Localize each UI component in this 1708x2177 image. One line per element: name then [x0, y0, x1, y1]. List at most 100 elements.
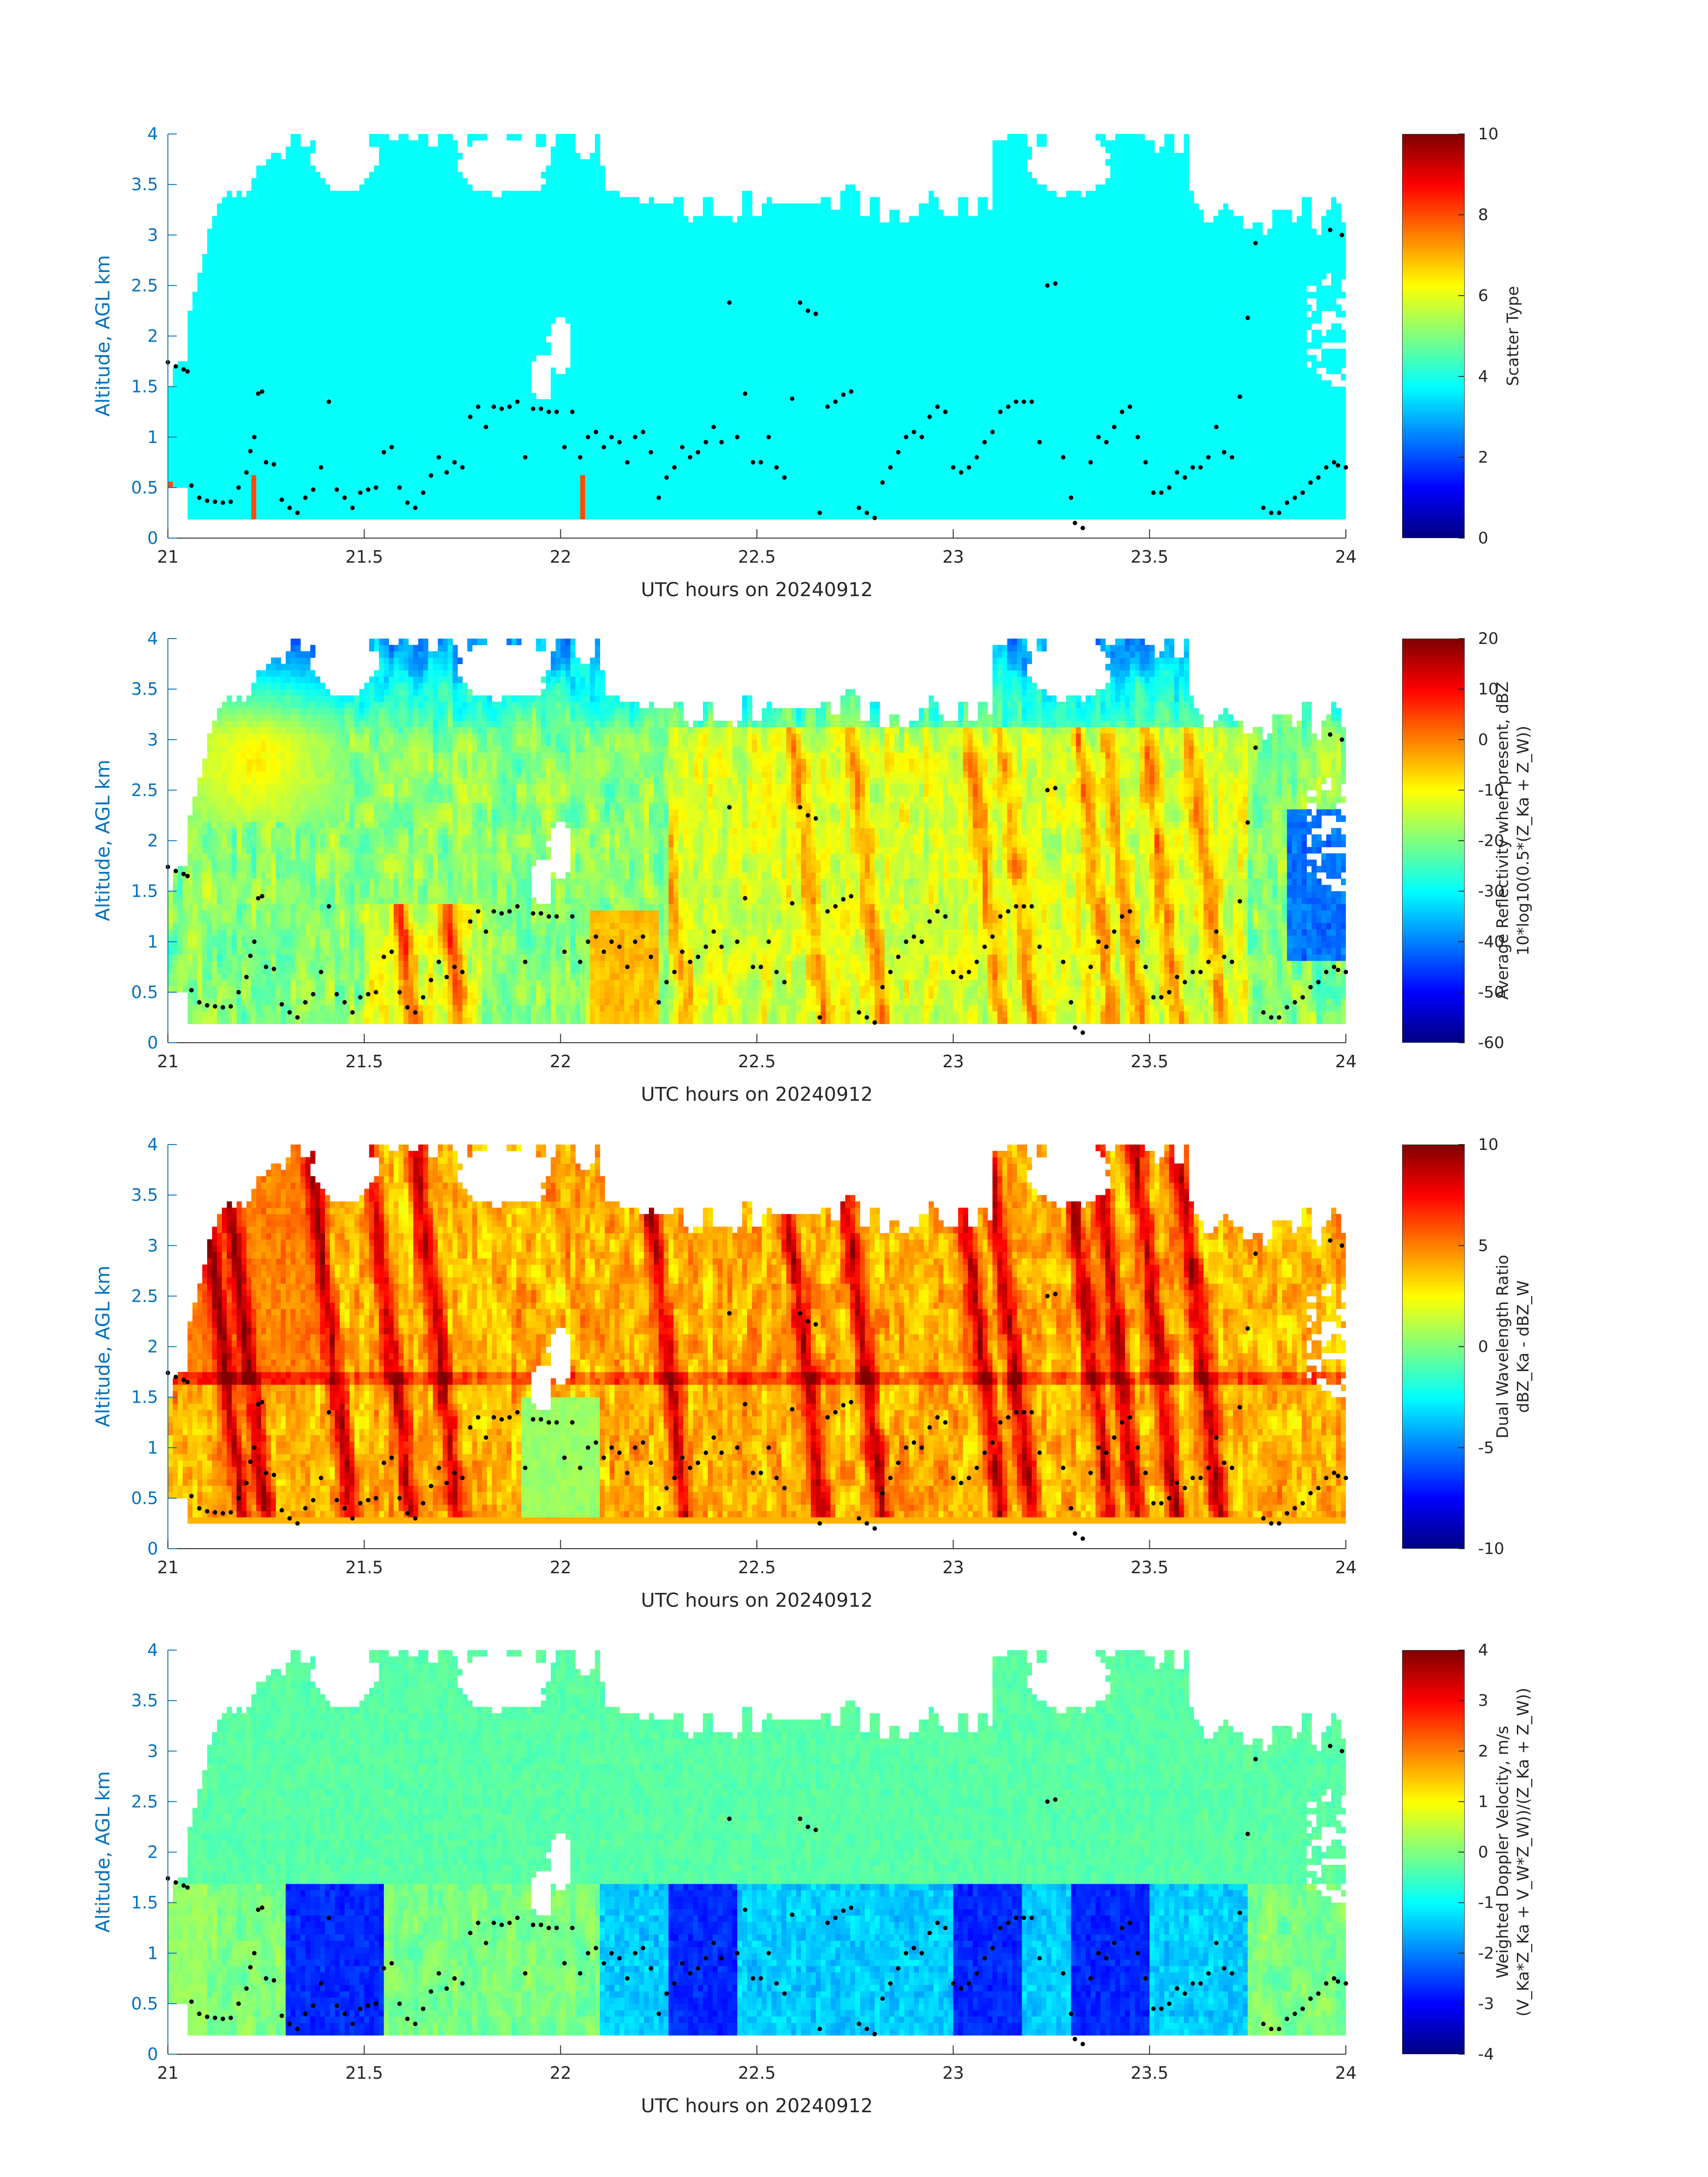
- heatmap-cell: [477, 450, 483, 456]
- heatmap-cell: [590, 216, 595, 223]
- heatmap-cell: [226, 500, 232, 507]
- heatmap-cell: [276, 437, 281, 444]
- heatmap-cell: [325, 298, 330, 305]
- heatmap-cell: [403, 323, 409, 330]
- heatmap-cell: [595, 513, 600, 520]
- heatmap-cell: [325, 285, 330, 292]
- heatmap-cell: [217, 330, 222, 337]
- heatmap-cell: [511, 462, 517, 469]
- heatmap-cell: [418, 500, 424, 507]
- heatmap-cell: [575, 241, 580, 248]
- heatmap-cell: [624, 456, 630, 463]
- heatmap-cell: [629, 481, 635, 488]
- heatmap-cell: [379, 368, 384, 374]
- heatmap-cell: [344, 342, 350, 349]
- heatmap-cell: [624, 368, 630, 374]
- heatmap-cell: [570, 430, 576, 438]
- heatmap-cell: [334, 418, 340, 425]
- heatmap-cell: [349, 216, 355, 223]
- heatmap-cell: [305, 292, 311, 299]
- heatmap-cell: [261, 361, 267, 368]
- heatmap-cell: [521, 450, 526, 456]
- heatmap-cell: [300, 374, 306, 381]
- heatmap-cell: [477, 462, 483, 469]
- heatmap-cell: [560, 273, 566, 280]
- heatmap-cell: [501, 266, 507, 273]
- heatmap-cell: [551, 386, 556, 393]
- heatmap-cell: [305, 336, 311, 343]
- heatmap-cell: [497, 247, 502, 255]
- heatmap-cell: [433, 330, 438, 337]
- heatmap-cell: [300, 279, 306, 286]
- heatmap-cell: [197, 292, 203, 299]
- heatmap-cell: [614, 292, 620, 299]
- heatmap-cell: [433, 216, 438, 223]
- heatmap-cell: [310, 304, 316, 311]
- heatmap-cell: [354, 260, 360, 267]
- heatmap-cell: [403, 222, 409, 229]
- heatmap-cell: [398, 310, 404, 318]
- heatmap-cell: [614, 361, 620, 368]
- heatmap-cell: [364, 456, 370, 463]
- heatmap-cell: [217, 348, 222, 355]
- heatmap-cell: [231, 254, 237, 261]
- heatmap-cell: [221, 279, 227, 286]
- heatmap-cell: [202, 462, 208, 469]
- heatmap-cell: [457, 197, 463, 204]
- heatmap-cell: [305, 266, 311, 273]
- heatmap-cell: [610, 424, 615, 431]
- heatmap-cell: [364, 513, 370, 520]
- heatmap-cell: [595, 310, 600, 318]
- heatmap-cell: [271, 153, 276, 160]
- heatmap-cell: [202, 500, 208, 507]
- heatmap-cell: [172, 418, 178, 425]
- heatmap-cell: [285, 146, 291, 154]
- heatmap-cell: [246, 380, 252, 387]
- heatmap-cell: [521, 386, 526, 393]
- heatmap-cell: [501, 222, 507, 229]
- heatmap-cell: [497, 197, 502, 204]
- heatmap-cell: [580, 184, 585, 191]
- heatmap-cell: [325, 424, 330, 431]
- heatmap-cell: [501, 506, 507, 514]
- heatmap-cell: [379, 216, 384, 223]
- heatmap-cell: [546, 241, 551, 248]
- heatmap-cell: [290, 279, 296, 286]
- heatmap-cell: [339, 310, 345, 318]
- heatmap-cell: [276, 171, 281, 179]
- heatmap-cell: [374, 336, 380, 343]
- heatmap-cell: [413, 159, 419, 166]
- heatmap-cell: [300, 184, 306, 191]
- heatmap-cell: [187, 424, 193, 431]
- heatmap-cell: [315, 292, 321, 299]
- heatmap-cell: [511, 355, 517, 362]
- heatmap-cell: [433, 475, 438, 482]
- heatmap-cell: [516, 348, 522, 355]
- heatmap-cell: [575, 235, 580, 242]
- heatmap-cell: [236, 266, 242, 273]
- heatmap-cell: [462, 247, 468, 255]
- heatmap-cell: [428, 348, 434, 355]
- heatmap-cell: [565, 216, 571, 223]
- heatmap-cell: [295, 317, 301, 324]
- heatmap-cell: [521, 298, 526, 305]
- heatmap-cell: [438, 456, 443, 463]
- heatmap-cell: [379, 487, 384, 494]
- heatmap-cell: [212, 399, 217, 406]
- heatmap-cell: [413, 285, 419, 292]
- heatmap-cell: [551, 443, 556, 450]
- heatmap-cell: [330, 456, 335, 463]
- heatmap-cell: [546, 424, 551, 431]
- heatmap-cell: [276, 386, 281, 393]
- heatmap-cell: [320, 203, 326, 210]
- heatmap-cell: [251, 475, 257, 482]
- heatmap-cell: [526, 361, 531, 368]
- heatmap-cell: [339, 494, 345, 501]
- heatmap-cell: [271, 304, 276, 311]
- heatmap-cell: [344, 468, 350, 476]
- heatmap-cell: [570, 304, 576, 311]
- heatmap-cell: [320, 424, 326, 431]
- heatmap-cell: [295, 178, 301, 185]
- heatmap-cell: [531, 285, 536, 292]
- heatmap-cell: [570, 266, 576, 273]
